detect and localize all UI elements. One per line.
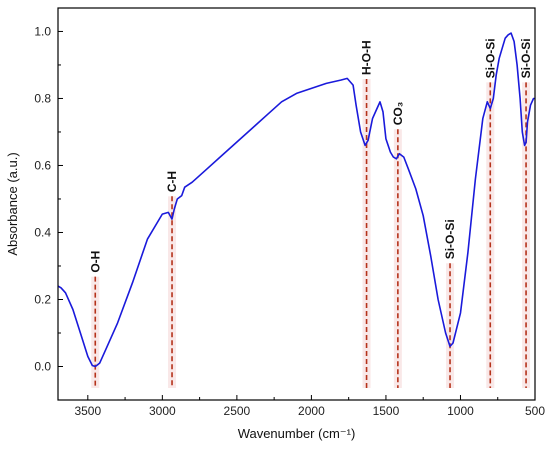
annotation-label: H-O-H xyxy=(360,40,374,75)
annotation-band xyxy=(446,263,455,388)
y-tick-label: 0.8 xyxy=(34,91,51,105)
annotation-label: C-H xyxy=(165,171,179,192)
x-tick-label: 3000 xyxy=(149,404,176,418)
annotation-band xyxy=(168,196,177,388)
annotation-label: Si-O-Si xyxy=(443,219,457,259)
x-tick-label: 500 xyxy=(525,404,545,418)
x-axis-title: Wavenumber (cm⁻¹) xyxy=(238,426,356,441)
plot-frame xyxy=(57,7,536,401)
x-tick-label: 2000 xyxy=(298,404,325,418)
annotation-band xyxy=(91,276,100,388)
annotation-lines xyxy=(94,79,527,388)
annotation-bands xyxy=(91,79,531,388)
x-tick-label: 2500 xyxy=(224,404,251,418)
x-tick-label: 3500 xyxy=(74,404,101,418)
y-axis-title: Absorbance (a.u.) xyxy=(5,152,20,255)
y-tick-label: 1.0 xyxy=(34,24,51,38)
y-tick-label: 0.2 xyxy=(34,292,51,306)
y-axis-ticks: 0.0 0.2 0.4 0.6 0.8 1.0 xyxy=(34,24,63,401)
x-tick-label: 1500 xyxy=(373,404,400,418)
y-tick-label: 0.0 xyxy=(34,359,51,373)
y-tick-label: 0.6 xyxy=(34,158,51,172)
x-axis-ticks: 3500 3000 2500 2000 1500 1000 500 xyxy=(74,395,545,418)
annotation-label: Si-O-Si xyxy=(519,38,533,78)
annotation-label: Si-O-Si xyxy=(483,38,497,78)
y-tick-label: 0.4 xyxy=(34,225,51,239)
annotation-label: O-H xyxy=(88,251,102,273)
annotation-label: CO₃ xyxy=(391,102,405,126)
annotation-labels: O-H C-H H-O-H CO₃ Si-O-Si Si-O-Si Si-O-Si xyxy=(88,38,533,272)
absorbance-series-line xyxy=(57,32,535,368)
x-tick-label: 1000 xyxy=(447,404,474,418)
